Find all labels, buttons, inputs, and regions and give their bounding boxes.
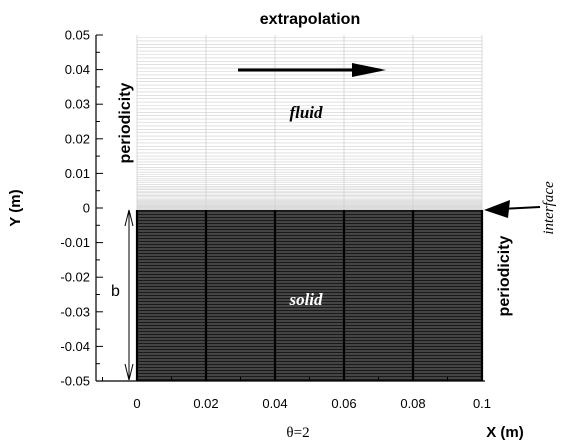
y-tick-label: 0.01: [65, 166, 90, 181]
y-tick-label: 0.02: [65, 131, 90, 146]
solid-label: solid: [288, 290, 323, 309]
y-tick-label: -0.02: [60, 270, 90, 285]
periodicity-label-bottom: periodicity: [496, 235, 513, 316]
y-axis-title: Y (m): [7, 189, 24, 226]
y-ticks: 0.05 0.04 0.03 0.02 0.01 0 -0.01 -0.02 -0.03 -0.0…: [60, 28, 103, 389]
x-tick-label: 0.06: [331, 396, 356, 411]
fluid-label: fluid: [289, 103, 323, 122]
y-tick-label: 0.05: [65, 28, 90, 43]
y-tick-label: -0.04: [60, 339, 90, 354]
y-tick-label: 0.03: [65, 97, 90, 112]
x-tick-label: 0.04: [262, 396, 287, 411]
b-label: b: [111, 283, 120, 300]
theta-label: θ=2: [286, 425, 309, 441]
x-tick-label: 0: [133, 396, 140, 411]
b-dimension-arrow: [124, 209, 134, 381]
fluid-mesh: [136, 35, 483, 211]
interface-label: interface: [541, 181, 557, 235]
solid-region: [137, 210, 482, 381]
x-tick-label: 0.08: [400, 396, 425, 411]
x-tick-label: 0.02: [193, 396, 218, 411]
y-tick-label: -0.01: [60, 235, 90, 250]
x-tick-label: 0.1: [473, 396, 491, 411]
periodicity-label-top: periodicity: [117, 82, 134, 163]
y-tick-label: 0: [83, 201, 90, 216]
flow-arrow: [238, 63, 386, 77]
solid-mesh: [135, 210, 484, 381]
y-tick-label: -0.03: [60, 304, 90, 319]
interface-arrow: [484, 200, 541, 218]
x-axis-title: X (m): [486, 424, 524, 441]
x-ticks: 0 0.02 0.04 0.06 0.08 0.1: [102, 374, 491, 411]
y-tick-label: 0.04: [65, 62, 90, 77]
diagram-title: extrapolation: [260, 11, 360, 28]
y-tick-label: -0.05: [60, 374, 90, 389]
